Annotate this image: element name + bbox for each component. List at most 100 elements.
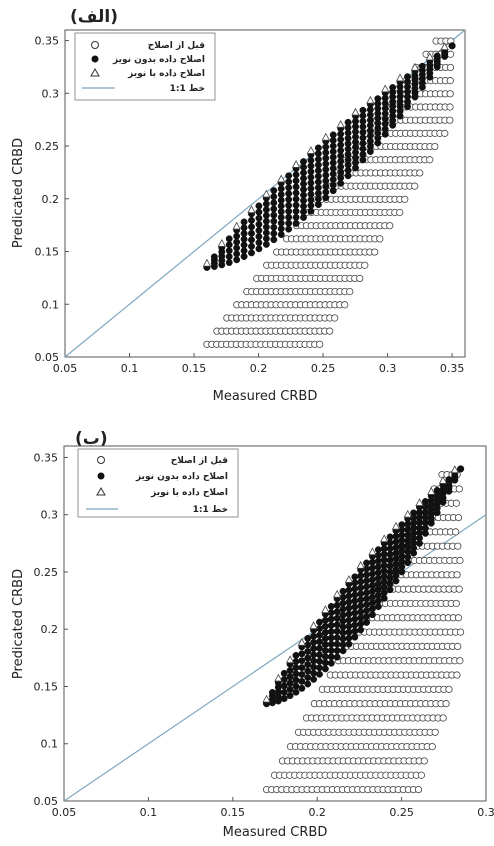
point-corrected-no-noise — [357, 596, 365, 604]
point-corrected-no-noise — [357, 602, 365, 610]
point-corrected-no-noise — [268, 689, 276, 696]
point-corrected-no-noise — [285, 190, 293, 198]
point-corrected-no-noise — [339, 629, 347, 637]
y-tick-label: 0.25 — [34, 566, 59, 579]
point-corrected-no-noise — [310, 639, 318, 646]
point-corrected-no-noise — [270, 236, 278, 244]
point-corrected-no-noise — [363, 571, 371, 579]
x-tick-label: 0.2 — [308, 806, 326, 819]
point-corrected-no-noise — [418, 62, 426, 70]
point-corrected-no-noise — [333, 640, 341, 648]
point-corrected-no-noise — [262, 229, 270, 237]
point-corrected-no-noise — [240, 224, 248, 232]
point-corrected-no-noise — [262, 223, 270, 231]
point-corrected-no-noise — [333, 634, 341, 642]
point-corrected-no-noise — [292, 652, 300, 659]
point-corrected-no-noise — [339, 623, 347, 631]
point-corrected-no-noise — [310, 675, 318, 683]
point-corrected-with-noise — [306, 146, 316, 154]
point-corrected-no-noise — [457, 465, 465, 473]
point-corrected-no-noise — [300, 158, 307, 166]
point-corrected-no-noise — [345, 598, 353, 606]
point-corrected-no-noise — [321, 653, 329, 661]
point-corrected-no-noise — [262, 235, 270, 243]
point-corrected-with-noise — [247, 205, 256, 214]
y-tick-label: 0.2 — [41, 623, 59, 636]
panel-label: (ب) — [75, 429, 108, 449]
point-corrected-no-noise — [351, 591, 359, 599]
legend-marker-open-triangle — [90, 67, 100, 77]
point-corrected-no-noise — [339, 587, 347, 595]
point-corrected-no-noise — [357, 578, 365, 586]
point-corrected-no-noise — [292, 688, 300, 696]
point-corrected-no-noise — [363, 577, 371, 585]
point-corrected-no-noise — [262, 217, 270, 225]
legend-marker-open-circle — [97, 456, 105, 464]
point-corrected-no-noise — [363, 607, 371, 614]
point-corrected-with-noise — [450, 465, 459, 474]
point-corrected-no-noise — [333, 653, 341, 661]
point-corrected-with-noise — [202, 258, 212, 267]
point-corrected-no-noise — [304, 634, 312, 642]
x-tick-label: 0.25 — [389, 806, 414, 819]
point-corrected-no-noise — [357, 572, 365, 580]
point-corrected-no-noise — [286, 673, 294, 681]
legend: قبل از اصلاح اصلاح داده بدون نویز اصلاح … — [77, 448, 239, 518]
point-corrected-no-noise — [386, 556, 394, 564]
legend-label: قبل از اصلاح — [171, 456, 228, 466]
point-corrected-no-noise — [248, 242, 255, 250]
point-corrected-no-noise — [280, 688, 288, 696]
point-corrected-no-noise — [298, 671, 306, 678]
point-corrected-no-noise — [321, 665, 329, 673]
point-corrected-no-noise — [351, 579, 359, 587]
point-corrected-no-noise — [345, 634, 353, 642]
point-corrected-no-noise — [310, 651, 318, 659]
point-corrected-no-noise — [345, 622, 353, 630]
point-corrected-no-noise — [240, 235, 248, 243]
series-corrected-no-noise — [203, 42, 456, 271]
point-corrected-with-noise — [291, 160, 301, 168]
point-corrected-no-noise — [374, 551, 382, 559]
point-corrected-no-noise — [270, 193, 278, 201]
point-corrected-no-noise — [233, 238, 241, 246]
x-ticks: 0.05 0.1 0.15 0.2 0.25 0.3 0.35 — [53, 353, 464, 375]
point-corrected-no-noise — [255, 239, 263, 247]
point-corrected-no-noise — [386, 533, 394, 541]
point-corrected-no-noise — [321, 647, 329, 655]
point-corrected-no-noise — [292, 213, 300, 221]
point-corrected-no-noise — [280, 676, 288, 684]
point-corrected-with-noise — [438, 476, 448, 484]
point-corrected-no-noise — [344, 118, 352, 126]
point-before-correction — [446, 90, 454, 98]
point-corrected-no-noise — [386, 580, 394, 588]
point-corrected-with-noise — [356, 560, 365, 569]
point-corrected-no-noise — [368, 587, 376, 595]
point-corrected-no-noise — [240, 241, 248, 249]
point-corrected-no-noise — [386, 568, 394, 576]
point-corrected-no-noise — [292, 201, 300, 209]
x-axis-label: Measured CRBD — [223, 825, 328, 840]
point-corrected-no-noise — [285, 213, 293, 221]
point-corrected-no-noise — [374, 574, 382, 582]
point-corrected-no-noise — [262, 206, 270, 214]
point-corrected-no-noise — [262, 200, 270, 208]
point-corrected-no-noise — [255, 233, 263, 241]
point-before-correction — [401, 195, 409, 203]
point-corrected-no-noise — [310, 657, 318, 665]
point-corrected-with-noise — [427, 487, 436, 495]
point-corrected-no-noise — [292, 219, 300, 227]
point-corrected-no-noise — [316, 644, 323, 652]
point-corrected-no-noise — [339, 647, 347, 655]
point-corrected-no-noise — [270, 230, 278, 237]
legend-marker-filled-circle — [91, 55, 99, 63]
point-corrected-no-noise — [240, 253, 248, 260]
point-corrected-no-noise — [448, 42, 456, 50]
point-corrected-no-noise — [363, 559, 371, 567]
point-before-correction — [454, 642, 462, 651]
point-corrected-no-noise — [255, 226, 263, 234]
point-before-correction — [431, 728, 439, 736]
point-corrected-no-noise — [368, 605, 376, 613]
y-axis-label: Predicated CRBD — [11, 138, 26, 248]
point-corrected-no-noise — [351, 615, 359, 623]
point-corrected-no-noise — [210, 253, 218, 261]
